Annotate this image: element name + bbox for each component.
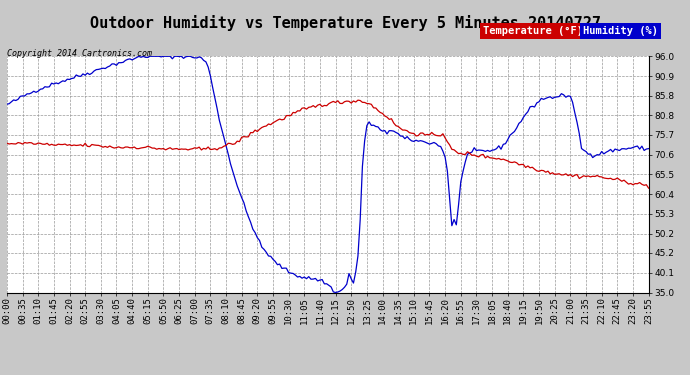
Text: Temperature (°F): Temperature (°F): [483, 26, 583, 36]
Text: Outdoor Humidity vs Temperature Every 5 Minutes 20140727: Outdoor Humidity vs Temperature Every 5 …: [90, 15, 600, 31]
Text: Humidity (%): Humidity (%): [583, 26, 658, 36]
Text: Copyright 2014 Cartronics.com: Copyright 2014 Cartronics.com: [7, 49, 152, 58]
